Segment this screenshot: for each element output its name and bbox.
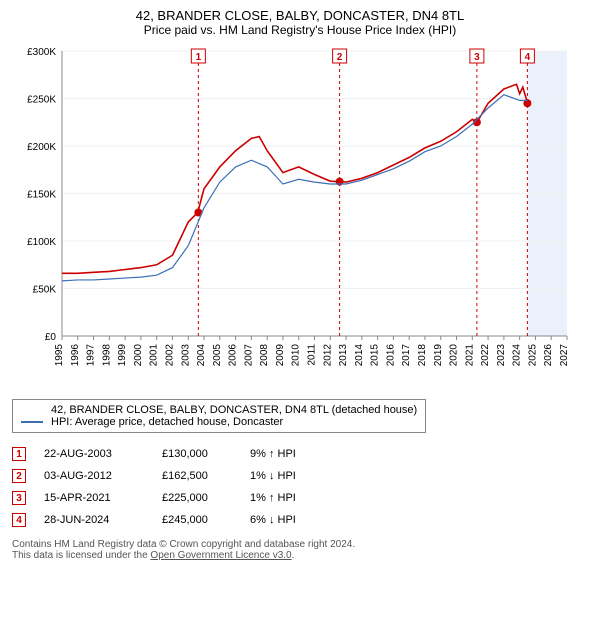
svg-text:2016: 2016 (385, 344, 396, 367)
svg-text:2020: 2020 (449, 344, 460, 367)
svg-text:2012: 2012 (322, 344, 333, 367)
svg-text:2021: 2021 (464, 344, 475, 367)
legend-swatch-1 (21, 409, 43, 411)
chart-svg: £0 £50K £100K £150K £200K £250K £300K 1995 1996 1… (12, 43, 588, 393)
svg-text:2018: 2018 (417, 344, 428, 367)
event-marker: 4 (12, 513, 26, 527)
svg-text:2001: 2001 (149, 344, 160, 367)
svg-text:2006: 2006 (228, 344, 239, 367)
svg-text:3: 3 (474, 52, 480, 63)
event-pct: 6% ↓ HPI (250, 514, 296, 526)
svg-text:£300K: £300K (27, 47, 56, 58)
svg-text:2011: 2011 (307, 344, 318, 366)
event-price: £245,000 (162, 514, 232, 526)
svg-text:2002: 2002 (164, 344, 175, 367)
svg-text:2005: 2005 (212, 344, 223, 367)
svg-text:2: 2 (337, 52, 343, 63)
svg-text:2000: 2000 (133, 344, 144, 367)
event-marker: 2 (12, 469, 26, 483)
legend-swatch-2 (21, 421, 43, 423)
legend-row-2: HPI: Average price, detached house, Donc… (21, 416, 417, 428)
svg-text:2013: 2013 (338, 344, 349, 367)
svg-text:1997: 1997 (86, 344, 97, 367)
svg-text:2007: 2007 (243, 344, 254, 367)
svg-text:2019: 2019 (433, 344, 444, 367)
svg-text:£0: £0 (45, 332, 57, 343)
svg-text:2027: 2027 (559, 344, 570, 367)
legend-label-1: 42, BRANDER CLOSE, BALBY, DONCASTER, DN4… (51, 404, 417, 416)
svg-text:2026: 2026 (543, 344, 554, 367)
event-pct: 1% ↓ HPI (250, 470, 296, 482)
svg-text:2014: 2014 (354, 344, 365, 367)
svg-text:2023: 2023 (496, 344, 507, 367)
event-price: £130,000 (162, 448, 232, 460)
event-date: 22-AUG-2003 (44, 448, 144, 460)
svg-text:£200K: £200K (27, 142, 56, 153)
svg-text:1995: 1995 (54, 344, 65, 367)
event-date: 03-AUG-2012 (44, 470, 144, 482)
svg-text:2009: 2009 (275, 344, 286, 367)
chart-container: 42, BRANDER CLOSE, BALBY, DONCASTER, DN4… (0, 0, 600, 620)
svg-text:2010: 2010 (291, 344, 302, 367)
svg-text:1998: 1998 (101, 344, 112, 367)
event-marker: 3 (12, 491, 26, 505)
footer: Contains HM Land Registry data © Crown c… (12, 539, 588, 561)
svg-text:1: 1 (196, 52, 202, 63)
event-row: 1 22-AUG-2003 £130,000 9% ↑ HPI (12, 443, 588, 465)
svg-text:2024: 2024 (512, 344, 523, 367)
legend-row-1: 42, BRANDER CLOSE, BALBY, DONCASTER, DN4… (21, 404, 417, 416)
svg-text:£50K: £50K (33, 285, 57, 296)
svg-text:2022: 2022 (480, 344, 491, 367)
event-pct: 9% ↑ HPI (250, 448, 296, 460)
svg-text:2008: 2008 (259, 344, 270, 367)
event-price: £225,000 (162, 492, 232, 504)
page-subtitle: Price paid vs. HM Land Registry's House … (12, 23, 588, 37)
legend-label-2: HPI: Average price, detached house, Donc… (51, 416, 283, 428)
event-date: 15-APR-2021 (44, 492, 144, 504)
event-pct: 1% ↑ HPI (250, 492, 296, 504)
footer-line1: Contains HM Land Registry data © Crown c… (12, 539, 588, 550)
event-row: 4 28-JUN-2024 £245,000 6% ↓ HPI (12, 509, 588, 531)
svg-text:4: 4 (525, 52, 531, 63)
chart: £0 £50K £100K £150K £200K £250K £300K 1995 1996 1… (12, 43, 588, 393)
events-table: 1 22-AUG-2003 £130,000 9% ↑ HPI 2 03-AUG-2012… (12, 443, 588, 531)
event-price: £162,500 (162, 470, 232, 482)
event-date: 28-JUN-2024 (44, 514, 144, 526)
event-row: 3 15-APR-2021 £225,000 1% ↑ HPI (12, 487, 588, 509)
svg-text:2004: 2004 (196, 344, 207, 367)
event-row: 2 03-AUG-2012 £162,500 1% ↓ HPI (12, 465, 588, 487)
legend: 42, BRANDER CLOSE, BALBY, DONCASTER, DN4… (12, 399, 426, 433)
svg-text:£150K: £150K (27, 190, 56, 201)
svg-text:£250K: £250K (27, 95, 56, 106)
svg-text:2015: 2015 (370, 344, 381, 367)
svg-text:1999: 1999 (117, 344, 128, 367)
svg-text:1996: 1996 (70, 344, 81, 367)
svg-text:2025: 2025 (527, 344, 538, 367)
footer-line2: This data is licensed under the Open Gov… (12, 550, 588, 561)
page-title: 42, BRANDER CLOSE, BALBY, DONCASTER, DN4… (12, 8, 588, 23)
svg-text:£100K: £100K (27, 237, 56, 248)
event-marker: 1 (12, 447, 26, 461)
svg-text:2017: 2017 (401, 344, 412, 367)
svg-text:2003: 2003 (180, 344, 191, 367)
licence-link[interactable]: Open Government Licence v3.0 (150, 550, 291, 561)
